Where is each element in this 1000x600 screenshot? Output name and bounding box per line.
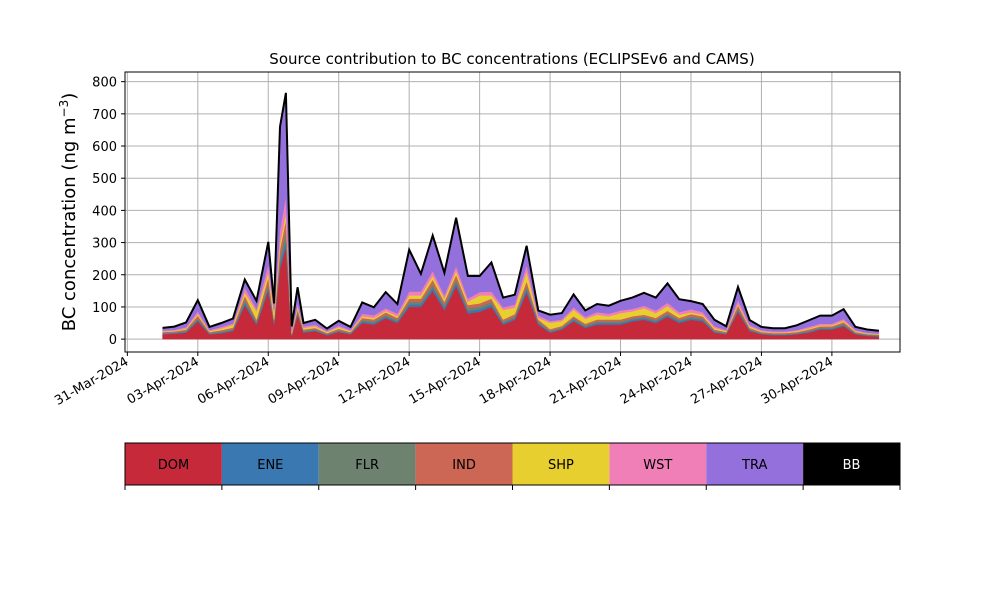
y-tick-label: 500	[92, 172, 117, 187]
colorbar-legend: DOM ENE FLR IND SHP WST TRA BB	[124, 442, 901, 490]
legend-label-ind: IND	[452, 458, 476, 473]
y-tick-label: 800	[92, 76, 117, 91]
x-tick-label: 30-Apr-2024	[759, 354, 836, 407]
x-tick-label: 18-Apr-2024	[477, 354, 554, 407]
legend-swatch-shp	[512, 443, 610, 485]
x-tick-label: 12-Apr-2024	[336, 354, 413, 407]
legend-label-ene: ENE	[257, 458, 283, 473]
legend-swatch-tra	[706, 443, 804, 485]
legend-label-bb: BB	[843, 458, 861, 473]
y-axis: 0 100 200 300 400 500 600 700 800	[92, 76, 125, 348]
y-tick-label: 100	[92, 301, 117, 316]
legend-swatch-wst	[609, 443, 707, 485]
y-axis-label-main: BC concentration (ng m	[59, 117, 80, 331]
x-axis: 31-Mar-202403-Apr-202406-Apr-202409-Apr-…	[52, 352, 836, 409]
legend-label-wst: WST	[643, 458, 672, 473]
legend-swatch-ind	[415, 443, 513, 485]
legend-swatch-bb	[803, 443, 900, 485]
legend-swatch-dom	[125, 443, 222, 485]
x-tick-label: 27-Apr-2024	[688, 354, 765, 407]
legend-label-tra: TRA	[741, 458, 767, 473]
total-concentration-line	[162, 92, 880, 332]
y-tick-label: 400	[92, 204, 117, 219]
stacked-areas	[162, 92, 880, 340]
legend-label-flr: FLR	[355, 458, 379, 473]
y-tick-label: 300	[92, 237, 117, 252]
x-tick-label: 24-Apr-2024	[618, 354, 695, 407]
legend-swatch-flr	[318, 443, 416, 485]
y-tick-label: 700	[92, 108, 117, 123]
x-tick-label: 06-Apr-2024	[195, 354, 272, 407]
y-tick-label: 200	[92, 269, 117, 284]
x-tick-label: 09-Apr-2024	[266, 354, 343, 407]
y-axis-label-sup: −3	[57, 100, 71, 118]
plot-area	[124, 71, 901, 353]
x-tick-label: 03-Apr-2024	[125, 354, 202, 407]
y-axis-label: BC concentration (ng m−3)	[57, 93, 80, 332]
x-tick-label: 21-Apr-2024	[547, 354, 624, 407]
y-axis-label-close: )	[59, 93, 80, 100]
x-tick-label: 31-Mar-2024	[52, 354, 131, 408]
x-tick-label: 15-Apr-2024	[407, 354, 484, 407]
legend-label-shp: SHP	[548, 458, 574, 473]
legend-swatch-ene	[221, 443, 319, 485]
y-tick-label: 600	[92, 140, 117, 155]
chart-title: Source contribution to BC concentrations…	[269, 50, 754, 68]
y-tick-label: 0	[109, 333, 117, 348]
legend-label-dom: DOM	[158, 458, 189, 473]
